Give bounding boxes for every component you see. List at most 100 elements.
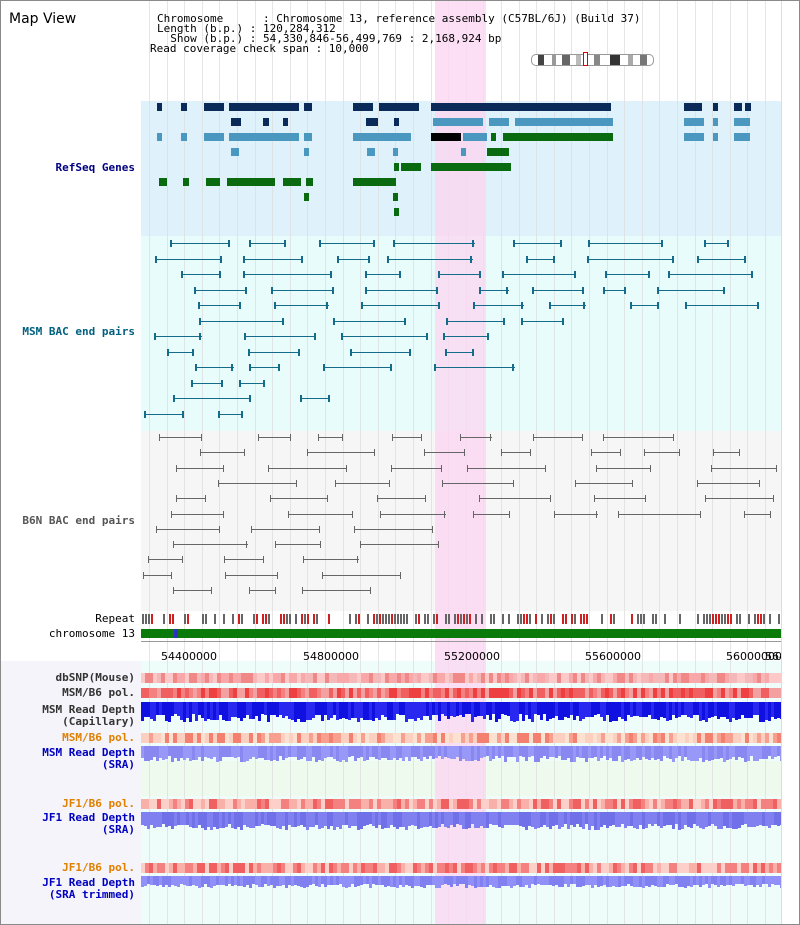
selected-region-highlight[interactable] [435,1,486,924]
depth-bar [387,702,390,720]
track-label-msm-b6-pol-2[interactable]: MSM/B6 pol. [62,731,135,744]
heat-cell [665,799,669,809]
track-label-msm-b6-pol[interactable]: MSM/B6 pol. [62,686,135,699]
heat-cell [485,673,489,683]
heat-cell [349,688,353,698]
track-label-msm-bac[interactable]: MSM BAC end pairs [22,325,135,338]
depth-bar [330,876,333,885]
depth-bar [252,876,255,884]
depth-bar [357,812,360,830]
heat-cell [413,688,417,698]
msm-bac-end [757,302,759,309]
depth-bar [201,876,204,887]
depth-bar [312,746,315,757]
depth-bar [420,702,423,720]
track-label-dbsnp[interactable]: dbSNP(Mouse) [55,671,135,684]
b6n-bac-pair [218,483,296,484]
heat-cell [301,673,305,683]
track-label-jf1-b6-pol[interactable]: JF1/B6 pol. [62,797,135,810]
heat-cell [533,799,537,809]
depth-bar [195,812,198,828]
refseq-gene [204,133,224,141]
msm-bac-pair [668,274,753,275]
track-label-repeat[interactable]: Repeat [95,612,135,625]
heat-cell [429,733,433,743]
msm-bac-end [173,395,175,402]
depth-bar [510,876,513,888]
repeat-element [397,614,399,624]
heat-cell [149,688,153,698]
repeat-element [436,614,438,624]
depth-bar [375,812,378,828]
b6n-bac-pair [335,483,390,484]
track-label-b6n-bac[interactable]: B6N BAC end pairs [22,514,135,527]
depth-bar [303,812,306,827]
b6n-bac-pair [618,514,701,515]
track-label-msm-depth-sra[interactable]: MSM Read Depth (SRA) [1,747,135,771]
depth-bar [207,746,210,758]
refseq-gene [394,163,399,171]
heat-cell [701,799,705,809]
depth-bar [738,876,741,884]
heat-cell [389,799,393,809]
depth-bar [522,746,525,757]
b6n-bac-end [550,495,551,502]
heat-cell [365,688,369,698]
msm-bac-end [603,287,605,294]
depth-bar [444,812,447,827]
depth-bar [171,812,174,829]
depth-bar [579,876,582,887]
depth-bar [336,812,339,827]
depth-bar [639,702,642,717]
heat-cell [285,688,289,698]
ideogram-position-marker[interactable] [583,52,588,66]
depth-bar [711,876,714,884]
track-label-chromosome[interactable]: chromosome 13 [48,627,135,640]
b6n-bac-end [432,526,433,533]
depth-bar [465,812,468,829]
track-label-jf1-depth-sra[interactable]: JF1 Read Depth (SRA) [1,812,135,836]
depth-bar [753,746,756,761]
heat-cell [225,733,229,743]
depth-bar [390,812,393,825]
track-label-msm-depth-capillary[interactable]: MSM Read Depth (Capillary) [1,704,135,728]
heat-cell [477,863,481,873]
depth-bar [681,812,684,829]
depth-bar [366,702,369,720]
heat-cell [177,688,181,698]
heat-cell [177,673,181,683]
track-label-jf1-depth-trimmed[interactable]: JF1 Read Depth (SRA trimmed) [1,877,135,901]
left-label-bg [1,661,141,924]
track-label-refseq[interactable]: RefSeq Genes [55,161,135,174]
repeat-element [523,614,525,624]
heat-cell [433,863,437,873]
depth-bar [591,702,594,717]
heat-cell [397,688,401,698]
chromosome-ideogram[interactable] [531,54,654,66]
repeat-element [760,614,762,624]
repeat-element [475,614,477,624]
grid-line [659,1,660,924]
heat-cell [193,673,197,683]
chromosome-bar[interactable] [141,629,781,638]
heat-cell [485,863,489,873]
depth-bar [426,746,429,759]
depth-bar [171,702,174,716]
b6n-bac-pair [318,437,343,438]
b6n-bac-end [421,434,422,441]
depth-bar [549,702,552,719]
repeat-element [730,614,732,624]
depth-bar [474,746,477,760]
heat-cell [533,733,537,743]
msm-bac-end [630,302,632,309]
map-view-title: Map View [9,11,77,27]
depth-bar [651,876,654,885]
depth-bar [399,876,402,885]
track-label-jf1-b6-pol-2[interactable]: JF1/B6 pol. [62,861,135,874]
heat-cell [257,673,261,683]
heat-cell [297,733,301,743]
depth-bar [774,702,777,719]
heat-cell [229,688,233,698]
heat-cell [505,688,509,698]
depth-bar [591,746,594,758]
